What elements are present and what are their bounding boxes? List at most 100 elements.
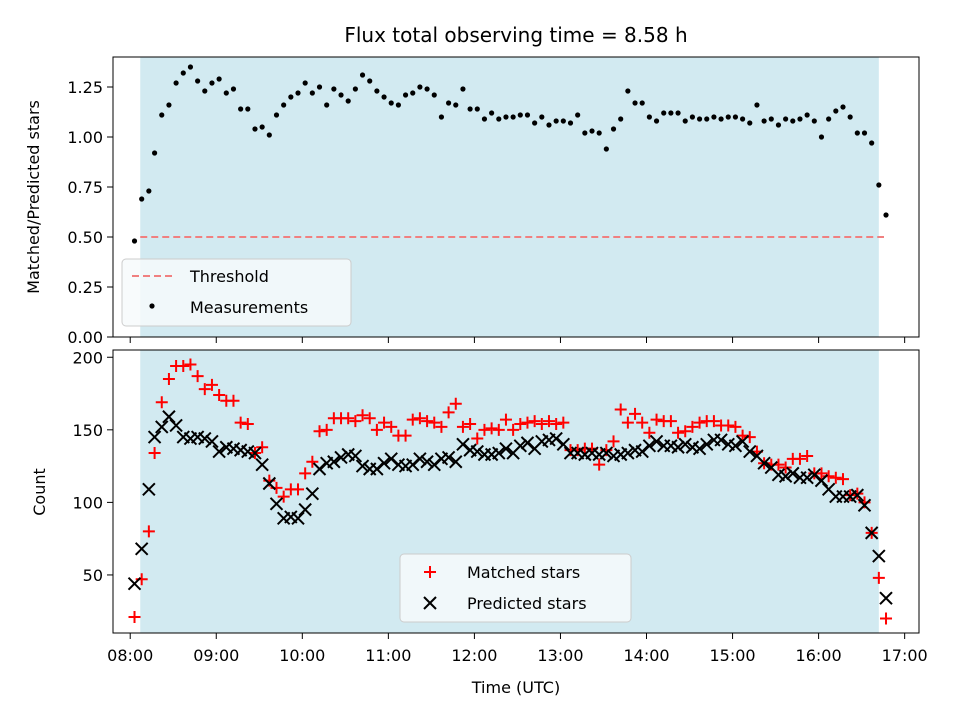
x-tick-label: 09:00 — [193, 646, 239, 665]
measurements-point — [610, 126, 617, 132]
matched-stars-point — [664, 415, 677, 428]
measurements-point — [704, 116, 710, 122]
measurements-point — [424, 86, 430, 92]
matched-stars-point — [234, 416, 247, 429]
measurements-point — [345, 98, 351, 104]
predicted-stars-point — [212, 444, 226, 459]
measurements-point — [252, 126, 258, 132]
matched-stars-point — [629, 407, 642, 420]
legend-threshold-label: Threshold — [189, 267, 269, 286]
y-tick-label: 0.50 — [67, 228, 103, 247]
matched-stars-point — [779, 461, 792, 474]
predicted-stars-point — [599, 446, 614, 460]
measurements-point — [575, 112, 581, 118]
matched-stars-point — [227, 394, 240, 407]
predicted-stars-point — [492, 446, 506, 460]
measurements-point — [139, 196, 145, 202]
predicted-stars-point — [348, 449, 363, 463]
measurements-point — [273, 112, 280, 118]
predicted-stars-point — [162, 410, 176, 424]
ratio-plot-frame — [112, 56, 920, 338]
measurements-point — [632, 100, 638, 106]
x-tick-label: 12:00 — [451, 646, 497, 665]
predicted-stars-point — [700, 437, 714, 452]
measurements-point — [467, 106, 473, 112]
predicted-stars-point — [714, 433, 728, 447]
measurements-point — [180, 70, 186, 76]
measurements-point — [245, 106, 251, 112]
ratio-legend: Threshold Measurements — [121, 258, 352, 327]
predicted-stars-point — [800, 471, 814, 485]
x-tick-label: 11:00 — [365, 646, 411, 665]
predicted-stars-point — [269, 497, 284, 511]
predicted-stars-point — [449, 455, 463, 469]
predicted-stars-point — [298, 502, 312, 517]
matched-stars-point — [292, 483, 305, 496]
predicted-stars-point — [334, 450, 348, 465]
measurements-point — [288, 94, 294, 100]
predicted-stars-point — [692, 441, 707, 456]
measurements-point — [567, 120, 574, 126]
measurements-point — [653, 118, 660, 124]
matched-stars-point — [148, 447, 161, 460]
matched-stars-point — [815, 467, 828, 480]
predicted-stars-point — [678, 437, 692, 452]
measurements-point — [209, 80, 215, 86]
measurements-point — [266, 132, 272, 138]
measurements-point — [331, 86, 337, 92]
measurements-point — [338, 92, 344, 98]
measurements-point — [826, 116, 832, 122]
matched-stars-point — [542, 415, 555, 428]
measurements-point — [861, 130, 868, 136]
predicted-stars-point — [377, 456, 391, 470]
predicted-stars-point — [142, 482, 156, 497]
matched-stars-point — [435, 420, 448, 433]
measurements-point — [711, 114, 717, 120]
count-legend-box — [399, 553, 632, 623]
measurements-point — [804, 112, 810, 118]
predicted-stars-point — [556, 437, 571, 452]
matched-stars-point — [177, 359, 190, 372]
measurements-point — [876, 182, 882, 188]
measurements-point — [718, 116, 724, 122]
measurements-point — [281, 102, 287, 108]
matched-stars-point — [155, 396, 168, 409]
matched-stars-point — [385, 420, 398, 433]
predicted-stars-point — [757, 456, 771, 470]
measurements-point — [725, 114, 731, 120]
predicted-stars-point — [499, 441, 513, 456]
measurements-point — [316, 84, 323, 90]
measurements-point — [374, 88, 380, 94]
matched-stars-point — [191, 370, 204, 383]
matched-stars-point — [729, 420, 742, 433]
ratio-legend-box — [121, 258, 352, 327]
y-tick-label: 1.25 — [67, 78, 103, 97]
matched-stars-point — [299, 467, 312, 480]
matched-stars-point — [378, 416, 391, 429]
measurements-point — [811, 118, 817, 124]
predicted-stars-point — [671, 440, 685, 454]
matched-stars-point — [593, 458, 606, 471]
measurements-point — [524, 112, 531, 118]
measurements-point — [510, 114, 516, 120]
measurements-point — [324, 102, 330, 108]
measurements-point — [173, 80, 179, 86]
matched-stars-point — [406, 413, 419, 426]
predicted-stars-point — [134, 542, 149, 556]
predicted-stars-point — [470, 444, 484, 459]
matched-stars-point — [844, 489, 857, 502]
matched-stars-point — [356, 409, 369, 422]
measurements-point — [195, 78, 201, 84]
matched-stars-point — [399, 429, 412, 442]
y-tick-label: 200 — [72, 348, 103, 367]
predicted-stars-point — [814, 473, 829, 488]
matched-stars-point — [636, 416, 649, 429]
x-tick-label: 15:00 — [710, 646, 756, 665]
matched-stars-point — [241, 418, 254, 431]
ratio-axis-ticks: 0.00 0.25 0.50 0.75 1.00 1.25 — [67, 78, 906, 347]
measurements-point — [431, 92, 437, 98]
predicted-stars-point — [169, 418, 183, 433]
legend-predicted-swatch — [423, 596, 437, 610]
measurements-point — [797, 116, 803, 122]
